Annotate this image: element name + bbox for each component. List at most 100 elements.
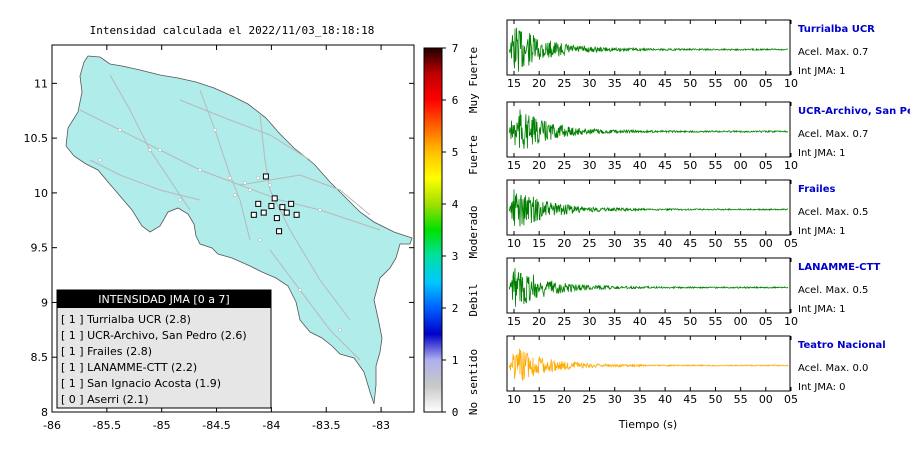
- colorbar-ticks: 7 6 5 4 3 2 1 0: [442, 42, 459, 419]
- intensity-colorbar: 7 6 5 4 3 2 1 0 Muy Fuerte Fuerte Moderado Debi…: [423, 42, 480, 419]
- int-jma: Int JMA: 0: [798, 382, 846, 393]
- colorbar-label-moderado: Moderado: [467, 206, 480, 259]
- costa-rica-land: [65, 55, 413, 405]
- waveform-x-tick-label: 20: [532, 315, 546, 328]
- waveform-x-tick-label: 35: [633, 237, 647, 250]
- waveform-x-tick-label: 40: [633, 315, 647, 328]
- waveform-x-tick-label: 45: [683, 237, 697, 250]
- waveform-trace: [508, 189, 789, 227]
- legend-header: [57, 290, 271, 308]
- accel-max: Acel. Max. 0.0: [798, 363, 868, 374]
- waveform-x-tick-label: 55: [708, 159, 722, 172]
- int-jma: Int JMA: 1: [798, 66, 846, 77]
- waveform-panel: 10 15 20 25 30 35 40 45 50 55 00 05 Frailes Acel. Max…: [506, 179, 868, 250]
- station-name: LANAMME-CTT: [798, 262, 880, 273]
- waveform-x-tick-label: 55: [734, 393, 748, 406]
- waveform-x-tick-label: 50: [683, 77, 697, 90]
- map-y-tick-label: 8: [41, 406, 48, 419]
- colorbar-label-muy-fuerte: Muy Fuerte: [467, 47, 480, 113]
- waveform-x-tick-label: 05: [759, 77, 773, 90]
- waveform-x-tick-label: 00: [734, 159, 748, 172]
- waveform-x-tick-label: 10: [784, 77, 798, 90]
- map-y-tick-label: 9.5: [31, 242, 49, 255]
- waveform-x-tick-label: 45: [683, 393, 697, 406]
- station-marker: [288, 200, 295, 207]
- waveform-x-tick-label: 35: [608, 159, 622, 172]
- legend-item: [ 1 ] UCR-Archivo, San Pedro (2.6): [61, 329, 247, 342]
- waveform-x-tick-label: 00: [759, 393, 773, 406]
- map-x-tick-label: -85: [153, 419, 171, 432]
- waveform-x-tick-label: 10: [784, 159, 798, 172]
- map-y-tick-label: 11: [34, 77, 48, 90]
- station-marker: [273, 215, 280, 222]
- station-marker: [279, 204, 286, 211]
- station-marker: [260, 209, 267, 216]
- waveform-x-tick-label: 20: [532, 159, 546, 172]
- legend-item: [ 1 ] Frailes (2.8): [61, 345, 152, 358]
- waveform-x-tick-label: 05: [784, 237, 798, 250]
- int-jma: Int JMA: 1: [798, 226, 846, 237]
- accel-max: Acel. Max. 0.7: [798, 129, 868, 140]
- waveform-x-tick-label: 10: [507, 237, 521, 250]
- map-y-tick-label: 10.5: [24, 132, 49, 145]
- colorbar-tick-label: 0: [452, 406, 459, 419]
- waveform-x-tick-label: 05: [759, 315, 773, 328]
- waveform-x-tick-label: 40: [633, 159, 647, 172]
- waveform-x-tick-label: 20: [532, 77, 546, 90]
- map-y-tick-label: 9: [41, 296, 48, 309]
- waveform-x-tick-label: 00: [734, 315, 748, 328]
- waveform-x-tick-label: 05: [759, 159, 773, 172]
- waveform-x-tick-label: 20: [557, 393, 571, 406]
- station-marker: [283, 209, 290, 216]
- colorbar-tick-label: 2: [452, 302, 459, 315]
- waveform-trace: [508, 348, 789, 381]
- waveform-x-tick-label: 40: [658, 237, 672, 250]
- map-y-tick-label: 10: [34, 187, 48, 200]
- map-title: Intensidad calculada el 2022/11/03_18:18…: [90, 24, 375, 37]
- station-name: UCR-Archivo, San Pedro: [798, 106, 910, 117]
- waveform-panel: 10 15 20 25 30 35 40 45 50 55 00 05 Teatro Nacional A…: [506, 335, 886, 406]
- waveform-x-tick-label: 10: [784, 315, 798, 328]
- station-name: Teatro Nacional: [798, 340, 886, 351]
- waveform-x-tick-label: 55: [734, 237, 748, 250]
- waveform-x-tick-label: 40: [633, 77, 647, 90]
- waveform-x-tick-label: 10: [507, 393, 521, 406]
- map-axes: -86 -85.5 -85 -84.5 -84 -83.5 -83 11 10.5 10 9.5 9 8…: [24, 45, 414, 432]
- waveform-x-tick-label: 15: [532, 393, 546, 406]
- colorbar-gradient: [423, 47, 443, 413]
- colorbar-tick-label: 1: [452, 354, 459, 367]
- waveform-x-tick-label: 40: [658, 393, 672, 406]
- map-x-tick-label: -85.5: [93, 419, 121, 432]
- intensity-legend: INTENSIDAD JMA [0 a 7] [ 1 ] Turrialba U…: [56, 289, 272, 409]
- waveform-trace: [508, 109, 789, 149]
- station-marker: [250, 211, 257, 218]
- waveform-x-tick-label: 05: [784, 393, 798, 406]
- waveform-x-tick-label: 15: [507, 77, 521, 90]
- int-jma: Int JMA: 1: [798, 304, 846, 315]
- waveform-x-tick-label: 25: [583, 237, 597, 250]
- waveform-x-tick-label: 35: [633, 393, 647, 406]
- waveform-frame: [506, 335, 791, 392]
- station-markers: [250, 173, 300, 235]
- station-marker: [255, 200, 262, 207]
- station-marker: [276, 228, 283, 235]
- waveform-panel: 15 20 25 30 35 40 45 50 55 00 05 10 LANAMME-CTT Acel.…: [506, 257, 880, 328]
- colorbar-tick-label: 5: [452, 146, 459, 159]
- waveform-x-tick-label: 30: [608, 393, 622, 406]
- legend-title: INTENSIDAD JMA [0 a 7]: [98, 293, 229, 306]
- colorbar-tick-label: 6: [452, 94, 459, 107]
- colorbar-label-debil: Debil: [467, 283, 480, 316]
- colorbar-tick-label: 4: [452, 198, 459, 211]
- waveform-x-tick-label: 45: [658, 159, 672, 172]
- waveform-x-tick-label: 15: [507, 159, 521, 172]
- accel-max: Acel. Max. 0.5: [798, 285, 868, 296]
- waveform-x-tick-label: 35: [608, 315, 622, 328]
- legend-item: [ 1 ] LANAMME-CTT (2.2): [61, 361, 197, 374]
- waveform-panel: 15 20 25 30 35 40 45 50 55 00 05 10 Turrialba UCR Ace…: [506, 19, 875, 90]
- accel-max: Acel. Max. 0.7: [798, 47, 868, 58]
- waveform-x-tick-label: 50: [708, 393, 722, 406]
- waveform-x-tick-label: 50: [683, 159, 697, 172]
- waveform-x-tick-label: 55: [708, 77, 722, 90]
- waveform-frame: [506, 179, 791, 236]
- station-name: Turrialba UCR: [798, 24, 875, 35]
